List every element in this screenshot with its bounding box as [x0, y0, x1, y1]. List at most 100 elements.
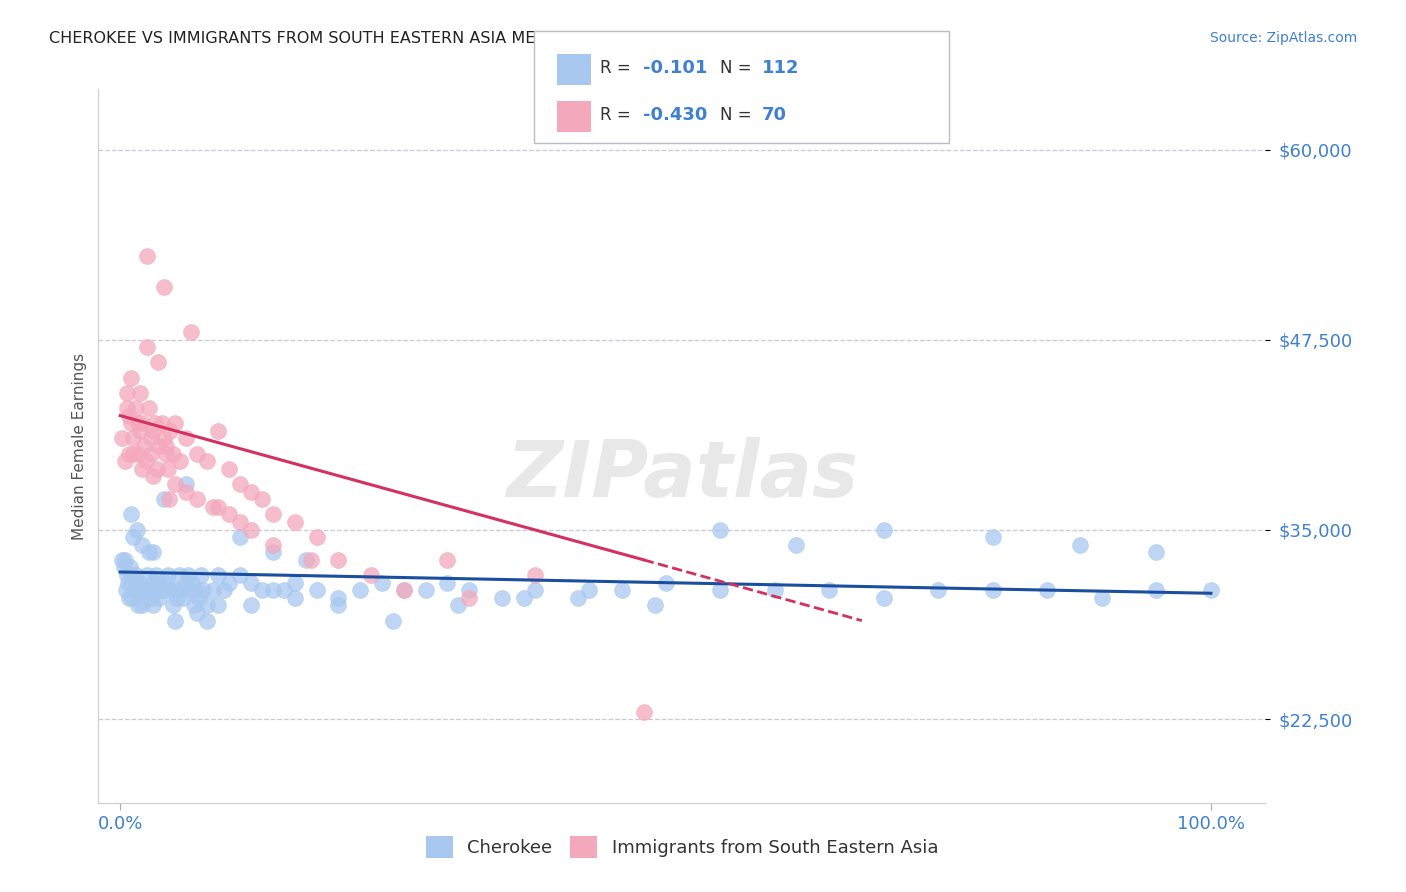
Point [157, 462, 180, 476]
Point [127, 599, 149, 613]
Point [138, 401, 160, 415]
Point [567, 591, 589, 605]
Point [120, 416, 142, 430]
Point [174, 431, 197, 445]
Point [139, 591, 162, 605]
Point [150, 583, 173, 598]
Text: 70: 70 [762, 106, 787, 124]
Point [127, 416, 149, 430]
Point [187, 591, 209, 605]
Point [1199, 583, 1222, 598]
Point [157, 568, 180, 582]
Point [162, 447, 184, 461]
Point [139, 431, 162, 445]
Point [328, 591, 350, 605]
Text: N =: N = [720, 106, 756, 124]
Point [179, 583, 201, 598]
Point [262, 538, 284, 552]
Point [120, 370, 142, 384]
Point [122, 447, 145, 461]
Point [150, 416, 173, 430]
Point [273, 583, 295, 598]
Point [129, 583, 152, 598]
Point [118, 591, 141, 605]
Point [142, 469, 165, 483]
Point [112, 560, 135, 574]
Point [218, 575, 240, 590]
Point [360, 568, 382, 582]
Point [136, 340, 159, 354]
Point [763, 583, 786, 598]
Point [186, 606, 208, 620]
Point [136, 568, 159, 582]
Point [197, 614, 219, 628]
Point [328, 553, 350, 567]
Point [153, 492, 176, 507]
Point [458, 591, 481, 605]
Point [125, 523, 148, 537]
Point [183, 599, 205, 613]
Point [134, 583, 156, 598]
Point [115, 568, 138, 582]
Point [163, 477, 186, 491]
Point [148, 355, 170, 369]
Point [186, 583, 208, 598]
Text: -0.101: -0.101 [643, 59, 707, 77]
Point [174, 484, 197, 499]
Point [207, 568, 229, 582]
Point [166, 591, 188, 605]
Point [181, 575, 204, 590]
Point [170, 583, 193, 598]
Y-axis label: Median Female Earnings: Median Female Earnings [72, 352, 87, 540]
Point [186, 492, 208, 507]
Point [415, 583, 437, 598]
Text: Source: ZipAtlas.com: Source: ZipAtlas.com [1209, 31, 1357, 45]
Point [180, 325, 202, 339]
Point [122, 431, 145, 445]
Point [169, 454, 191, 468]
Legend: Cherokee, Immigrants from South Eastern Asia: Cherokee, Immigrants from South Eastern … [419, 829, 945, 865]
Point [229, 530, 252, 544]
Point [143, 416, 166, 430]
Point [1036, 583, 1059, 598]
Point [873, 591, 896, 605]
Point [115, 401, 138, 415]
Point [177, 568, 200, 582]
Point [578, 583, 600, 598]
Point [218, 508, 240, 522]
Point [131, 462, 153, 476]
Point [240, 575, 263, 590]
Point [128, 385, 150, 400]
Point [117, 575, 139, 590]
Point [118, 409, 141, 423]
Point [229, 515, 252, 529]
Point [111, 553, 134, 567]
Point [873, 523, 896, 537]
Point [927, 583, 949, 598]
Point [458, 583, 481, 598]
Point [163, 416, 186, 430]
Point [135, 583, 157, 598]
Point [124, 583, 146, 598]
Point [284, 591, 307, 605]
Point [118, 560, 141, 574]
Point [128, 575, 150, 590]
Point [124, 568, 146, 582]
Point [139, 447, 162, 461]
Point [143, 583, 166, 598]
Point [148, 439, 170, 453]
Point [197, 454, 219, 468]
Point [136, 249, 159, 263]
Point [250, 492, 273, 507]
Point [174, 477, 197, 491]
Point [115, 385, 138, 400]
Point [207, 500, 229, 514]
Point [124, 401, 146, 415]
Point [262, 508, 284, 522]
Point [145, 568, 167, 582]
Point [114, 583, 136, 598]
Point [1091, 591, 1114, 605]
Point [201, 500, 224, 514]
Point [513, 591, 536, 605]
Point [153, 279, 176, 293]
